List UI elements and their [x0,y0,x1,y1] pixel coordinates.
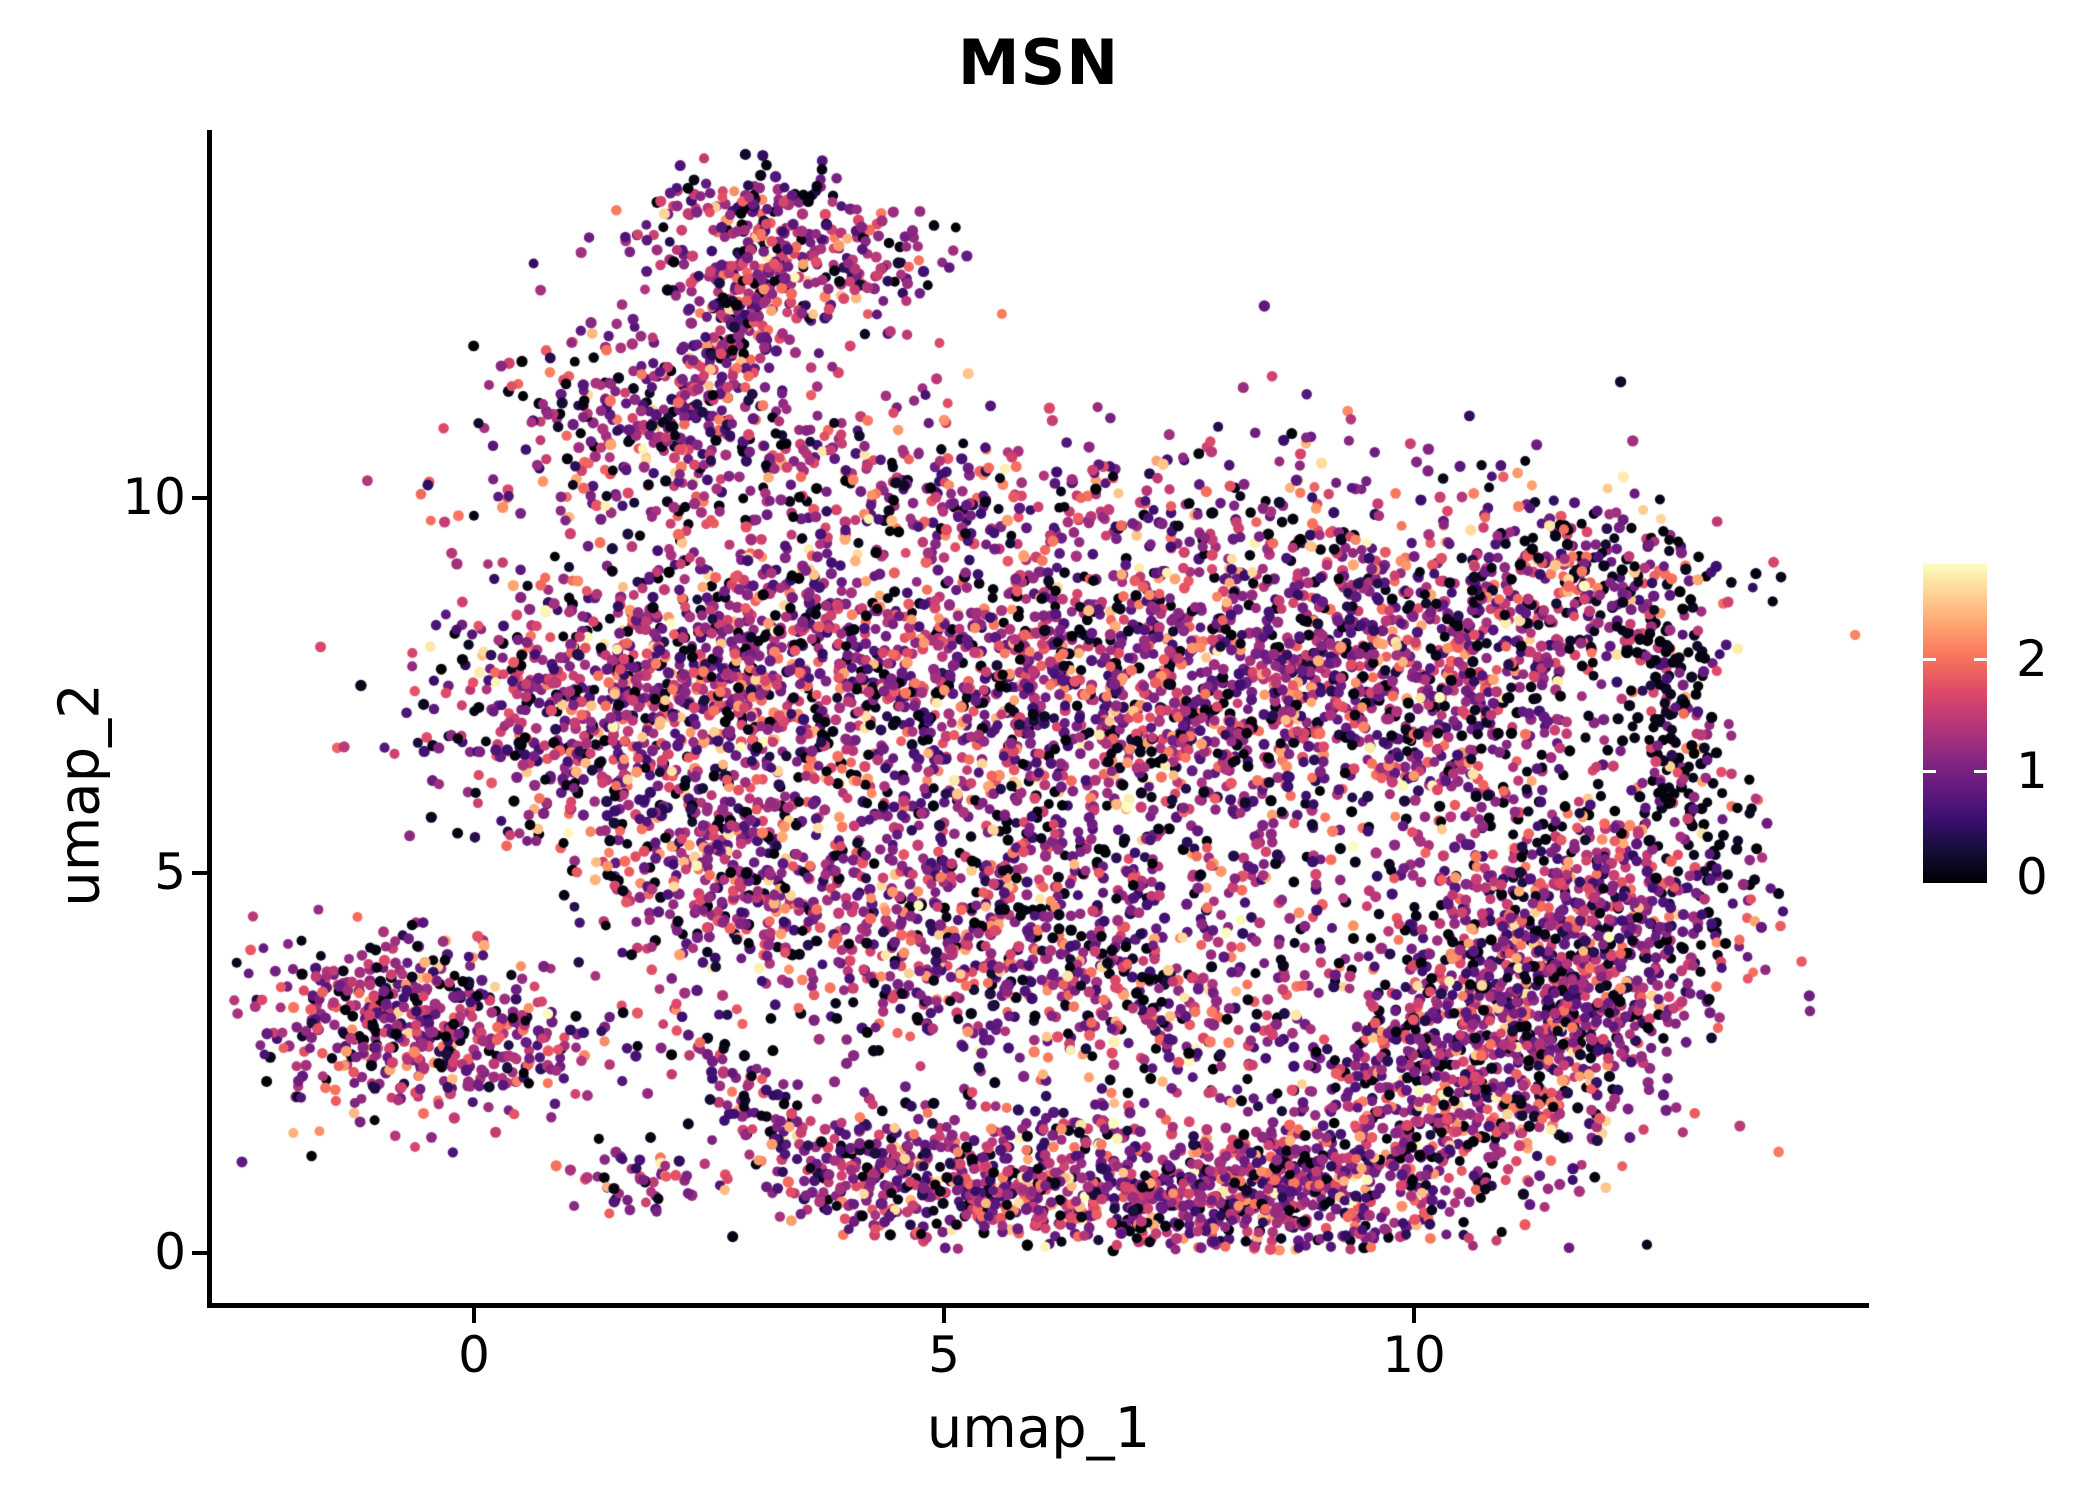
y-tick-mark-10 [192,496,207,500]
y-tick-mark-0 [192,1251,207,1255]
colorbar-tick-dash [1974,770,1987,773]
y-tick-label: 5 [154,843,186,901]
y-axis-label: umap_2 [47,683,113,907]
y-tick-label: 10 [122,468,186,526]
x-tick-mark-0 [472,1308,476,1323]
x-tick-label: 5 [928,1326,960,1384]
colorbar-tick-label: 0 [2016,848,2048,906]
colorbar-tick-dash [1923,770,1936,773]
y-tick-label: 0 [154,1223,186,1281]
x-axis-label: umap_1 [926,1396,1151,1461]
x-tick-label: 10 [1382,1326,1446,1384]
x-tick-mark-5 [942,1308,946,1323]
x-tick-mark-10 [1412,1308,1416,1323]
y-axis-line [207,130,212,1308]
y-tick-mark-5 [192,871,207,875]
plot-title: MSN [957,26,1120,99]
colorbar-tick-dash [1974,658,1987,661]
colorbar-tick-label: 1 [2016,742,2048,800]
expression-colorbar [1923,564,1987,883]
x-tick-label: 0 [458,1326,490,1384]
colorbar-tick-label: 2 [2016,630,2048,688]
x-axis-line [207,1303,1869,1308]
colorbar-tick-dash [1923,658,1936,661]
